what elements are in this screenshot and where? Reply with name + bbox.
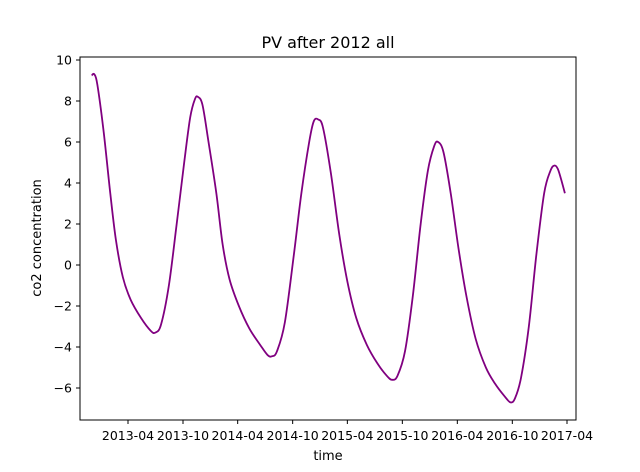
series-line: [91, 72, 566, 404]
x-tick-label: 2014-10: [267, 428, 319, 443]
x-tick-label: 2017-04: [541, 428, 593, 443]
y-tick-label: −6: [54, 381, 72, 396]
x-tick-label: 2016-10: [486, 428, 538, 443]
x-tick-label: 2016-04: [431, 428, 483, 443]
x-tick-label: 2013-10: [157, 428, 209, 443]
chart-title: PV after 2012 all: [261, 33, 394, 52]
plot-frame: [79, 56, 577, 421]
y-tick-label: −2: [54, 299, 72, 314]
x-axis: 2013-04 2013-10 2014-04 2014-10 2015-04 2015-…: [102, 420, 593, 443]
y-tick-label: 0: [64, 258, 72, 273]
y-tick-label: 10: [56, 53, 72, 68]
y-tick-label: 2: [64, 217, 72, 232]
x-tick-label: 2015-10: [376, 428, 428, 443]
x-axis-label: time: [313, 449, 342, 464]
y-tick-label: 6: [64, 135, 72, 150]
x-tick-label: 2014-04: [212, 428, 264, 443]
x-tick-label: 2013-04: [102, 428, 154, 443]
y-tick-label: −4: [54, 340, 72, 355]
y-tick-label: 8: [64, 94, 72, 109]
y-axis-label: co2 concentration: [30, 179, 45, 297]
x-tick-label: 2015-04: [321, 428, 373, 443]
y-tick-label: 4: [64, 176, 72, 191]
y-axis: −6 −4 −2 0 2 4 6 8 10: [54, 53, 80, 396]
